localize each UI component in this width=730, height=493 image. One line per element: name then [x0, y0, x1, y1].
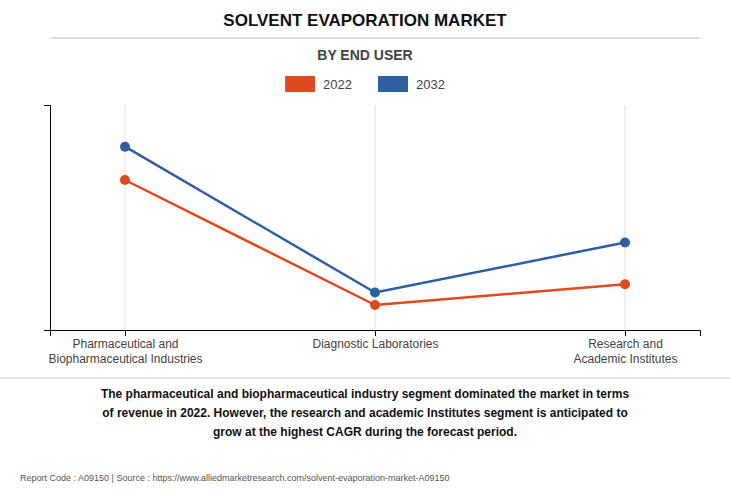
x-axis-line	[51, 331, 701, 337]
x-tick-mark	[375, 330, 376, 336]
legend: 2022 2032	[285, 76, 445, 92]
x-tick: Research andAcademic Institutes	[573, 330, 677, 366]
x-tick-label: Pharmaceutical andBiopharmaceutical Indu…	[48, 337, 202, 366]
legend-item: 2022	[285, 76, 352, 92]
x-tick-mark	[125, 330, 126, 336]
x-tick-label: Diagnostic Laboratories	[312, 337, 438, 351]
legend-item: 2032	[378, 76, 445, 92]
series-marker	[120, 175, 130, 185]
title-rule	[50, 38, 700, 39]
footer: Report Code : A09150 | Source : https://…	[20, 473, 450, 483]
x-tick-mark	[625, 330, 626, 336]
series-line	[125, 180, 625, 305]
annotation: The pharmaceutical and biopharmaceutical…	[101, 387, 629, 439]
separator	[0, 378, 730, 379]
plot: Pharmaceutical andBiopharmaceutical Indu…	[44, 105, 701, 366]
x-tick: Pharmaceutical andBiopharmaceutical Indu…	[48, 330, 202, 366]
x-axis: Pharmaceutical andBiopharmaceutical Indu…	[48, 330, 700, 366]
legend-label: 2022	[323, 77, 352, 92]
series-marker	[120, 142, 130, 152]
legend-swatch	[285, 76, 315, 92]
marks	[120, 142, 630, 310]
grid	[125, 105, 625, 330]
chart: SOLVENT EVAPORATION MARKET BY END USER Pha…	[0, 0, 730, 493]
series-marker	[620, 279, 630, 289]
title: SOLVENT EVAPORATION MARKET	[223, 11, 507, 30]
series-marker	[370, 288, 380, 298]
subtitle: BY END USER	[317, 47, 412, 63]
series-marker	[620, 238, 630, 248]
legend-label: 2032	[416, 77, 445, 92]
x-tick: Diagnostic Laboratories	[312, 330, 438, 351]
legend-swatch	[378, 76, 408, 92]
x-tick-label: Research andAcademic Institutes	[573, 337, 677, 366]
grid-line	[625, 105, 626, 330]
grid-line	[125, 105, 126, 330]
series-line	[125, 147, 625, 293]
series-marker	[370, 300, 380, 310]
y-axis-line	[44, 106, 51, 331]
y-axis	[44, 106, 51, 331]
